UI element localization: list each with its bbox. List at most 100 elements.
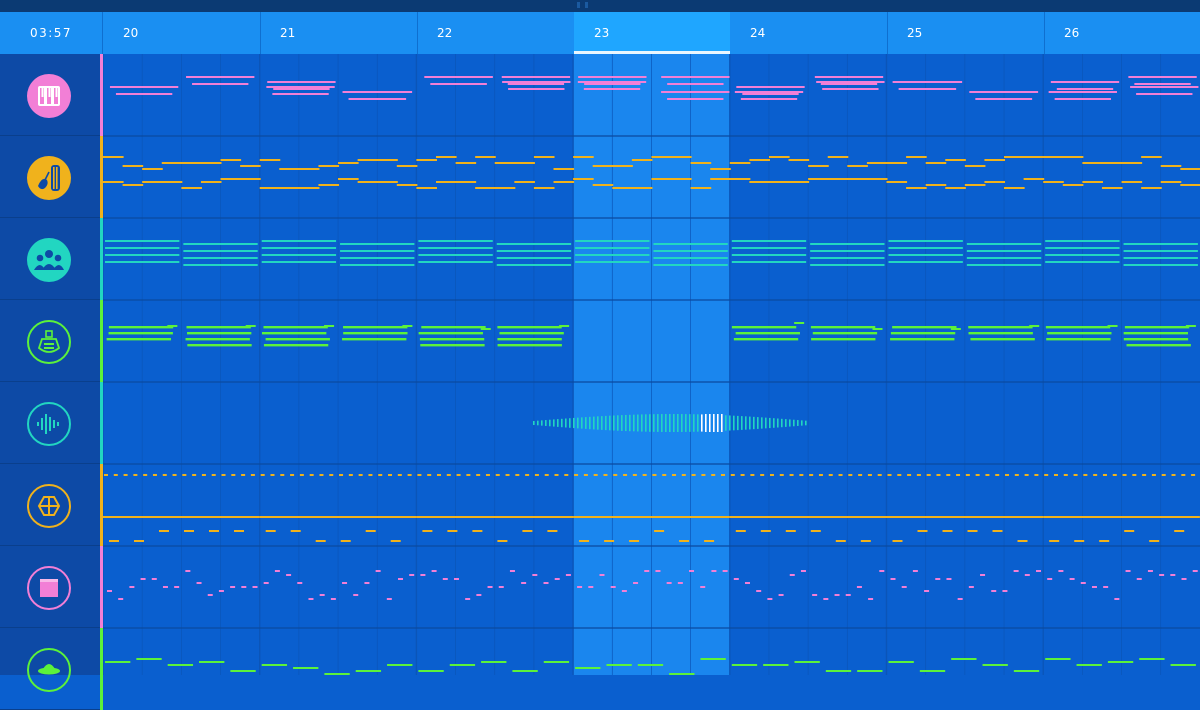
midi-note bbox=[192, 83, 249, 85]
midi-note bbox=[828, 474, 833, 476]
midi-note bbox=[182, 474, 187, 476]
midi-note bbox=[778, 594, 784, 596]
piano-keys-icon[interactable] bbox=[27, 74, 71, 118]
track-header-bass[interactable] bbox=[0, 628, 100, 710]
midi-note bbox=[279, 187, 300, 189]
waveform-icon[interactable] bbox=[27, 402, 71, 446]
midi-note bbox=[409, 574, 415, 576]
waveform-sample bbox=[661, 414, 663, 432]
ufo-icon[interactable] bbox=[27, 648, 71, 692]
midi-note bbox=[1181, 474, 1186, 476]
midi-note bbox=[857, 670, 883, 672]
track-header-audio[interactable] bbox=[0, 382, 100, 464]
choir-icon[interactable] bbox=[27, 238, 71, 282]
grip-handle[interactable] bbox=[577, 2, 580, 8]
track-accent-bar bbox=[100, 300, 103, 382]
arrangement-grid[interactable] bbox=[103, 54, 1200, 675]
midi-note bbox=[907, 474, 912, 476]
square-pad-icon[interactable] bbox=[27, 566, 71, 610]
midi-note bbox=[505, 474, 510, 476]
midi-note bbox=[1101, 187, 1123, 189]
guitar-icon[interactable] bbox=[27, 156, 71, 200]
bar-marker[interactable]: 22 bbox=[417, 12, 574, 54]
track-header-guitar[interactable] bbox=[0, 136, 100, 218]
midi-note bbox=[293, 667, 319, 669]
midi-note bbox=[866, 178, 888, 180]
midi-note bbox=[1121, 162, 1143, 164]
midi-note bbox=[192, 474, 197, 476]
midi-note bbox=[1045, 240, 1120, 242]
track-header-pad[interactable] bbox=[0, 546, 100, 628]
midi-note bbox=[890, 338, 955, 341]
midi-note bbox=[1013, 670, 1040, 672]
track-header-piano[interactable] bbox=[0, 54, 100, 136]
midi-note bbox=[475, 156, 496, 158]
track-header-synth[interactable] bbox=[0, 300, 100, 382]
bar-marker[interactable]: 24 bbox=[730, 12, 887, 54]
midi-note bbox=[811, 338, 876, 341]
midi-note bbox=[348, 474, 353, 476]
midi-note bbox=[396, 165, 418, 167]
track-header-choir[interactable] bbox=[0, 218, 100, 300]
midi-note bbox=[266, 86, 335, 88]
midi-note bbox=[912, 570, 918, 572]
timeline-ruler[interactable]: 03:57 20 21 22 23 24 25 26 bbox=[0, 12, 1200, 54]
midi-note bbox=[672, 474, 677, 476]
midi-note bbox=[447, 530, 458, 532]
waveform-sample bbox=[561, 418, 563, 428]
note-canvas[interactable] bbox=[103, 54, 1200, 675]
bar-marker[interactable]: 25 bbox=[887, 12, 1044, 54]
midi-note bbox=[603, 474, 608, 476]
midi-note bbox=[340, 243, 415, 245]
waveform-sample bbox=[649, 414, 651, 432]
midi-note bbox=[816, 81, 885, 83]
midi-note bbox=[324, 325, 335, 327]
midi-note bbox=[386, 598, 392, 600]
midi-note bbox=[122, 165, 144, 167]
midi-note bbox=[252, 586, 258, 588]
midi-note bbox=[1134, 83, 1191, 85]
bar-marker[interactable]: 26 bbox=[1044, 12, 1200, 54]
midi-note bbox=[810, 264, 885, 266]
waveform-sample bbox=[681, 414, 683, 432]
drum-icon[interactable] bbox=[27, 484, 71, 528]
midi-note bbox=[942, 530, 953, 532]
midi-note bbox=[584, 83, 641, 85]
bar-marker[interactable]: 20 bbox=[103, 12, 260, 54]
midi-note bbox=[498, 586, 504, 588]
midi-note bbox=[475, 187, 496, 189]
midi-note bbox=[108, 332, 173, 335]
grip-handle[interactable] bbox=[585, 2, 588, 8]
waveform-sample bbox=[665, 414, 667, 432]
midi-note bbox=[721, 474, 726, 476]
midi-note bbox=[892, 540, 903, 542]
midi-note bbox=[604, 540, 615, 542]
midi-note bbox=[418, 670, 444, 672]
midi-note bbox=[991, 590, 997, 592]
bar-marker[interactable]: 21 bbox=[260, 12, 417, 54]
midi-note bbox=[749, 159, 770, 161]
midi-note bbox=[901, 586, 907, 588]
potion-icon[interactable] bbox=[27, 320, 71, 364]
midi-note bbox=[167, 664, 194, 666]
midi-note bbox=[259, 159, 281, 161]
track-header-drums[interactable] bbox=[0, 464, 100, 546]
midi-note bbox=[543, 582, 549, 584]
midi-note bbox=[729, 516, 887, 518]
midi-note bbox=[1073, 474, 1078, 476]
track-sidebar bbox=[0, 54, 100, 710]
bar-number: 21 bbox=[280, 26, 296, 40]
midi-note bbox=[466, 474, 471, 476]
midi-note bbox=[769, 474, 774, 476]
bar-marker-current[interactable]: 23 bbox=[574, 12, 730, 54]
bar-divider bbox=[260, 12, 261, 54]
waveform-sample bbox=[797, 420, 799, 426]
midi-note bbox=[980, 574, 986, 576]
midi-note bbox=[207, 594, 213, 596]
midi-note bbox=[1181, 578, 1187, 580]
midi-note bbox=[525, 474, 530, 476]
midi-note bbox=[161, 181, 183, 183]
midi-note bbox=[966, 257, 1042, 259]
midi-note bbox=[559, 325, 570, 327]
midi-note bbox=[1180, 168, 1200, 170]
